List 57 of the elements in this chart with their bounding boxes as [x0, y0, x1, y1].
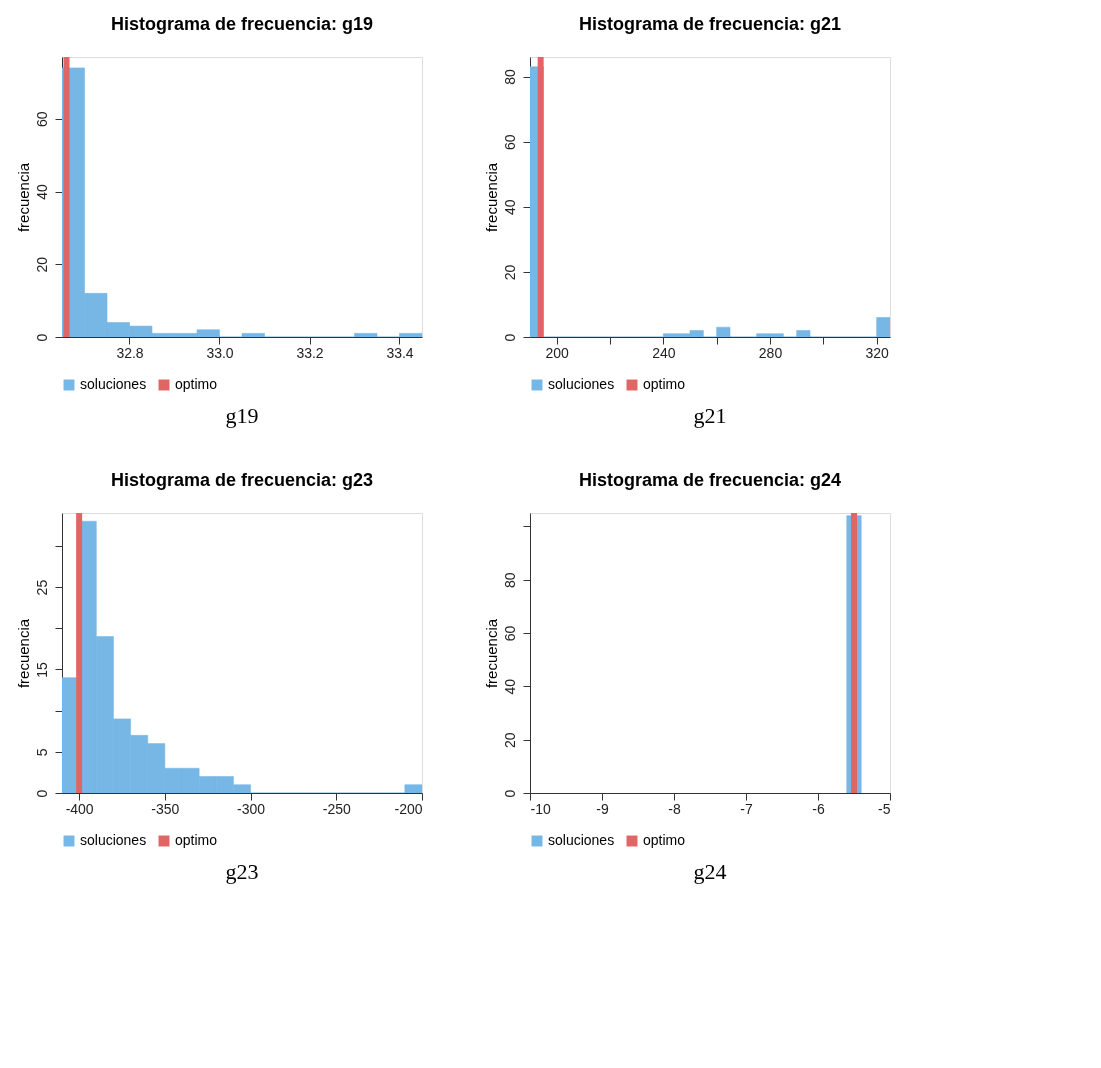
y-tick-label: 0 — [33, 789, 50, 798]
x-tick-label: -6 — [812, 800, 825, 817]
legend-label: optimo — [643, 376, 686, 392]
legend-label: optimo — [643, 832, 686, 848]
x-tick-label: -200 — [394, 800, 423, 817]
y-tick-label: 40 — [501, 199, 518, 216]
y-tick-label: 15 — [33, 661, 50, 678]
y-tick-label: 25 — [33, 579, 50, 596]
x-tick-label: -300 — [237, 800, 266, 817]
x-tick-label: 240 — [652, 344, 676, 361]
text: g23 — [225, 859, 259, 884]
chart-title: Histograma de frecuencia: g24 — [578, 470, 842, 490]
y-tick-label: 0 — [501, 333, 518, 342]
x-tick-label: -400 — [65, 800, 94, 817]
y-tick-label: 40 — [501, 678, 518, 695]
y-tick-label: 5 — [33, 748, 50, 757]
y-tick-label: 20 — [501, 264, 518, 281]
legend-label: soluciones — [80, 376, 147, 392]
y-tick-label: 80 — [501, 69, 518, 85]
x-tick-label: -9 — [596, 800, 609, 817]
y-tick-label: 60 — [33, 111, 50, 128]
y-tick-label: 60 — [501, 134, 518, 150]
y-tick-label: 20 — [501, 732, 518, 748]
text: g19 — [225, 403, 259, 428]
y-tick-label: 0 — [501, 789, 518, 798]
legend-label: soluciones — [80, 832, 147, 848]
x-tick-label: 280 — [758, 344, 783, 361]
x-tick-label: 320 — [865, 344, 890, 361]
x-tick-label: -10 — [530, 800, 551, 817]
x-tick-label: -350 — [151, 800, 180, 817]
x-tick-label: -5 — [878, 800, 891, 817]
y-tick-label: 20 — [33, 256, 50, 273]
x-tick-label: -8 — [668, 800, 681, 817]
y-tick-label: 60 — [501, 625, 518, 642]
legend-label: optimo — [175, 832, 218, 848]
x-tick-label: 33.2 — [296, 344, 324, 361]
x-tick-label: 32.8 — [116, 344, 144, 361]
y-tick-label: 40 — [33, 184, 50, 200]
y-axis-title: frecuencia — [14, 618, 32, 689]
chart-title: Histograma de frecuencia: g21 — [578, 14, 842, 34]
legend-label: soluciones — [548, 832, 615, 848]
text: g21 — [693, 403, 727, 428]
text: g24 — [693, 859, 727, 884]
y-axis-title: frecuencia — [482, 618, 500, 689]
chart-title: Histograma de frecuencia: g23 — [110, 470, 374, 490]
y-axis-title: frecuencia — [482, 162, 500, 233]
x-tick-label: -250 — [322, 800, 351, 817]
x-tick-label: -7 — [740, 800, 753, 817]
y-tick-label: 80 — [501, 572, 518, 588]
legend-label: soluciones — [548, 376, 615, 392]
x-tick-label: 33.4 — [386, 344, 414, 361]
legend-label: optimo — [175, 376, 218, 392]
y-tick-label: 0 — [33, 333, 50, 342]
x-tick-label: 33.0 — [206, 344, 234, 361]
x-tick-label: 200 — [545, 344, 570, 361]
chart-title: Histograma de frecuencia: g19 — [110, 14, 374, 34]
y-axis-title: frecuencia — [14, 162, 32, 233]
